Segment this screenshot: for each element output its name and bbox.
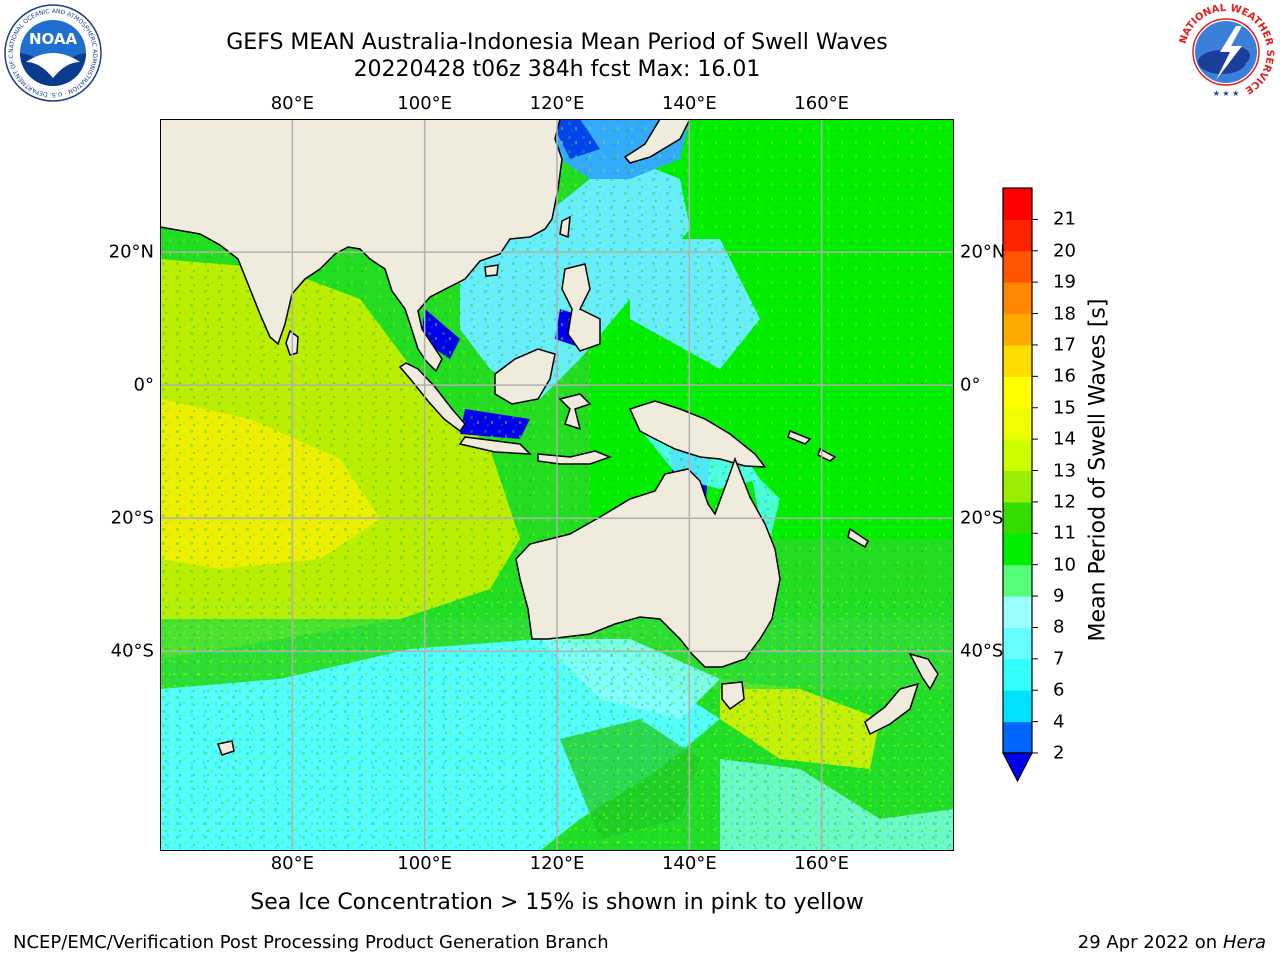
philippines <box>561 263 601 352</box>
colorbar-segment <box>1003 219 1032 252</box>
colorbar-tick-label: 2 <box>1053 742 1065 764</box>
colorbar-segment <box>1003 658 1032 691</box>
colorbar-tick-label: 8 <box>1053 616 1065 638</box>
new-guinea <box>628 400 767 468</box>
colorbar-under-arrow <box>1002 752 1033 783</box>
lat-tick-label: 20°S <box>110 507 154 529</box>
colorbar-tick-label: 9 <box>1053 585 1065 607</box>
colorbar-label: Mean Period of Swell Waves [s] <box>1085 298 1111 642</box>
colorbar-segment <box>1003 533 1032 566</box>
colorbar-segment <box>1003 470 1032 503</box>
map-subtitle: 20220428 t06z 384h fcst Max: 16.01 <box>353 57 761 82</box>
colorbar-segment <box>1003 564 1032 597</box>
lon-tick-label: 100°E <box>397 853 453 874</box>
lon-tick-label: 160°E <box>794 853 850 874</box>
svg-text:★ ★ ★: ★ ★ ★ <box>1213 89 1240 98</box>
lon-tick-label: 140°E <box>661 853 717 874</box>
colorbar-segment <box>1003 596 1032 628</box>
land-masses <box>160 119 939 756</box>
colorbar-tick-label: 11 <box>1053 522 1076 544</box>
footer-producer: NCEP/EMC/Verification Post Processing Pr… <box>13 932 609 953</box>
lon-tick-label: 80°E <box>270 853 314 874</box>
lat-tick-label: 20°N <box>108 241 154 263</box>
colorbar-segment <box>1003 501 1032 534</box>
colorbar-segment <box>1003 250 1032 283</box>
footer-host: Hera <box>1222 932 1266 953</box>
colorbar-segment <box>1003 313 1032 346</box>
lat-tick-label: 0° <box>960 374 981 396</box>
colorbar-segment <box>1003 439 1032 471</box>
colorbar-segment <box>1003 344 1032 377</box>
lat-tick-label: 40°S <box>110 640 154 662</box>
footer-timestamp: 29 Apr 2022 on Hera <box>1078 932 1266 953</box>
new-zealand-north <box>908 652 939 691</box>
lat-tick-label: 0° <box>133 374 154 396</box>
sulawesi <box>558 393 592 431</box>
sea-ice-note: Sea Ice Concentration > 15% is shown in … <box>250 890 864 915</box>
noaa-logo: NATIONAL OCEANIC AND ATMOSPHERIC ADMINIS… <box>4 4 102 102</box>
colorbar-tick-label: 13 <box>1053 460 1076 481</box>
lon-tick-label: 120°E <box>529 853 585 874</box>
colorbar-segment <box>1003 721 1032 754</box>
lat-tick-label: 40°S <box>960 640 1004 662</box>
colorbar-tick-label: 21 <box>1053 208 1076 230</box>
colorbar-tick-label: 10 <box>1053 554 1076 576</box>
swell-period-map <box>160 119 954 851</box>
lat-tick-label: 20°S <box>960 507 1004 529</box>
colorbar-tick-label: 19 <box>1053 271 1076 293</box>
map-title: GEFS MEAN Australia-Indonesia Mean Perio… <box>226 30 888 55</box>
colorbar-segment <box>1003 407 1032 440</box>
colorbar-segment <box>1003 376 1032 409</box>
colorbar-segment <box>1003 627 1032 660</box>
colorbar-tick-label: 6 <box>1053 679 1065 701</box>
colorbar <box>1002 187 1038 783</box>
colorbar-segment <box>1003 690 1032 723</box>
colorbar-tick-label: 15 <box>1053 397 1076 419</box>
asia-mainland <box>160 119 563 373</box>
australia <box>515 456 781 668</box>
map-graticule <box>160 119 954 851</box>
lon-tick-label: 120°E <box>529 93 585 114</box>
java <box>458 436 532 455</box>
lat-tick-label: 20°N <box>960 241 1006 263</box>
noaa-logo-text: NOAA <box>29 30 78 48</box>
colorbar-tick-label: 4 <box>1053 711 1065 733</box>
colorbar-tick-label: 12 <box>1053 491 1076 513</box>
nws-logo: NATIONAL WEATHER SERVICE ★ ★ ★ <box>1178 3 1275 100</box>
colorbar-tick-label: 18 <box>1053 303 1076 325</box>
colorbar-tick-label: 16 <box>1053 365 1076 387</box>
colorbar-segment <box>1003 188 1032 220</box>
new-zealand-south <box>864 682 920 736</box>
lon-tick-label: 80°E <box>270 93 314 114</box>
lon-tick-label: 140°E <box>661 93 717 114</box>
footer-date: 29 Apr 2022 on <box>1077 932 1223 953</box>
colorbar-segment <box>1003 282 1032 315</box>
colorbar-tick-label: 20 <box>1053 240 1076 262</box>
colorbar-tick-label: 14 <box>1053 428 1076 450</box>
lon-tick-label: 100°E <box>397 93 453 114</box>
lon-tick-label: 160°E <box>794 93 850 114</box>
borneo <box>494 348 556 405</box>
tasmania <box>721 681 745 711</box>
colorbar-tick-label: 7 <box>1053 648 1065 670</box>
sumatra <box>398 362 466 433</box>
colorbar-tick-label: 17 <box>1053 334 1076 356</box>
